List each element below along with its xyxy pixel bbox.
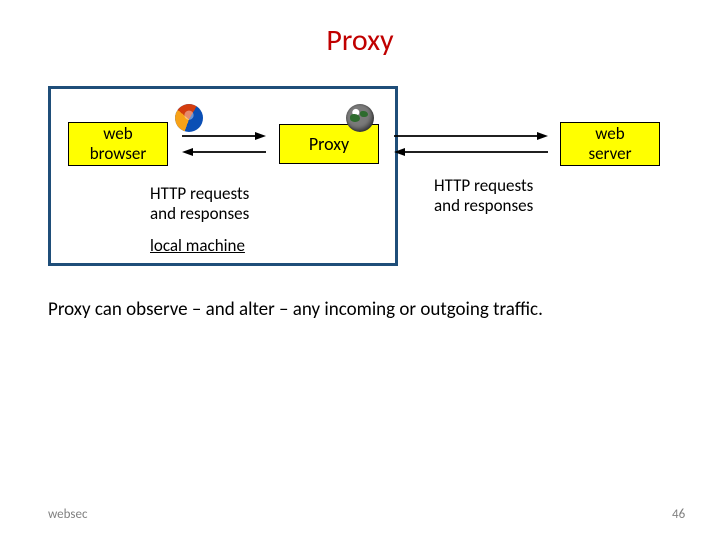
- page-number: 46: [672, 507, 685, 522]
- body-text: Proxy can observe – and alter – any inco…: [48, 298, 543, 321]
- arrows-layer: [0, 0, 720, 540]
- footer-left: websec: [48, 507, 87, 522]
